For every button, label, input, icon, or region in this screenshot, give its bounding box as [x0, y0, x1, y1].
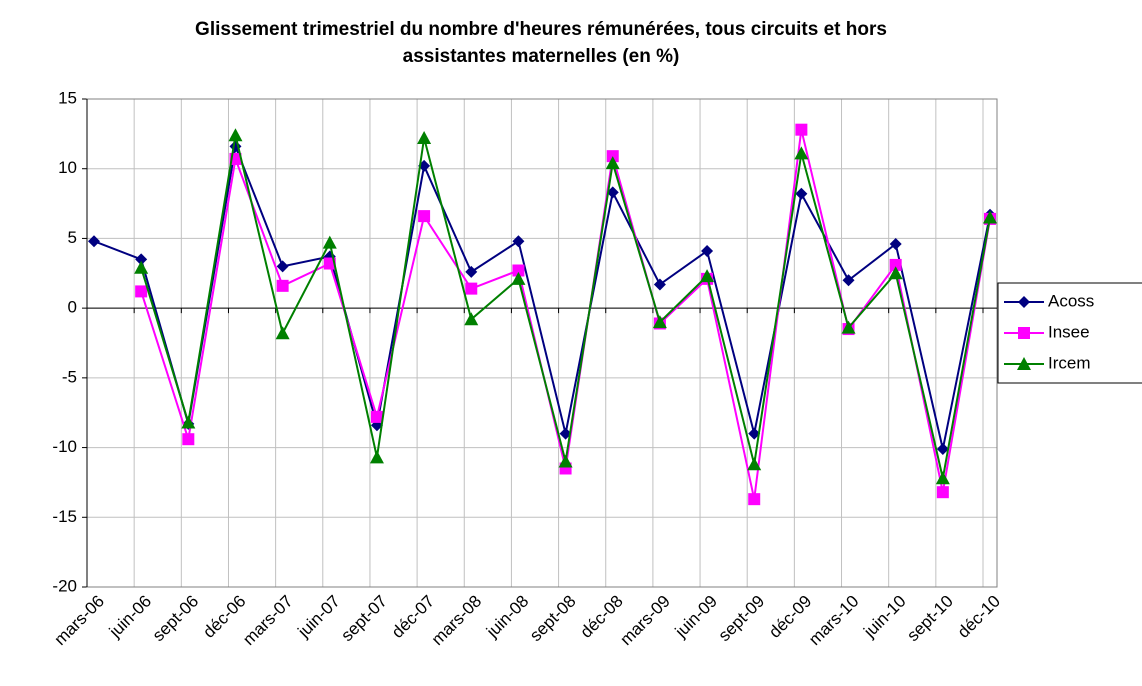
y-tick-label: -15	[52, 507, 77, 526]
point	[936, 442, 949, 455]
point	[888, 266, 903, 280]
x-tick-label: sept-08	[526, 592, 580, 646]
y-tick-label: 15	[58, 88, 77, 107]
plot-area	[87, 99, 997, 587]
point	[512, 264, 525, 277]
point	[700, 269, 715, 283]
y-tick-label: 5	[68, 228, 77, 247]
x-tick-label: juin-08	[482, 592, 532, 642]
x-tick-label: déc-10	[954, 592, 1004, 642]
x-tick-label: mars-07	[239, 592, 297, 650]
point	[181, 415, 196, 429]
point	[511, 271, 526, 285]
point	[606, 186, 619, 199]
legend-label: Acoss	[1048, 291, 1094, 310]
y-tick-label: -10	[52, 437, 77, 456]
point	[418, 210, 431, 223]
point	[558, 454, 573, 468]
point	[795, 123, 808, 136]
x-tick-label: sept-06	[149, 592, 203, 646]
x-tick-label: sept-07	[337, 592, 391, 646]
x-tick-label: juin-09	[671, 592, 721, 642]
point	[794, 146, 809, 160]
x-tick-label: juin-06	[105, 592, 155, 642]
point	[935, 471, 950, 485]
point	[322, 235, 337, 249]
point	[748, 493, 761, 506]
point	[841, 320, 856, 334]
point	[889, 238, 902, 251]
point	[653, 278, 666, 291]
y-tick-label: 0	[68, 298, 77, 317]
legend-label: Ircem	[1048, 353, 1091, 372]
legend-marker	[1018, 296, 1030, 308]
x-tick-label: sept-09	[715, 592, 769, 646]
point	[276, 279, 289, 292]
point	[464, 312, 479, 326]
point	[701, 244, 714, 257]
point	[370, 410, 383, 423]
point	[747, 457, 762, 471]
legend-marker	[1017, 357, 1031, 370]
x-tick-label: mars-10	[805, 592, 863, 650]
point	[465, 282, 478, 295]
point	[135, 253, 148, 266]
point	[134, 260, 149, 274]
legend-label: Insee	[1048, 322, 1090, 341]
x-tick-label: mars-09	[616, 592, 674, 650]
y-tick-label: -5	[62, 367, 77, 386]
y-tick-label: 10	[58, 158, 77, 177]
point	[512, 235, 525, 248]
chart-title: Glissement trimestriel du nombre d'heure…	[195, 19, 887, 67]
point	[795, 187, 808, 200]
point	[889, 258, 902, 271]
point	[135, 285, 148, 298]
point	[748, 427, 761, 440]
x-tick-label: mars-06	[50, 592, 108, 650]
point	[369, 450, 384, 464]
x-tick-label: juin-10	[859, 592, 909, 642]
point	[228, 128, 243, 142]
point	[88, 235, 100, 248]
x-tick-label: mars-08	[428, 592, 486, 650]
point	[983, 210, 997, 224]
point	[276, 260, 289, 273]
legend-marker	[1018, 327, 1030, 339]
x-tick-label: sept-10	[903, 592, 957, 646]
point	[652, 315, 667, 329]
x-tick-label: juin-07	[294, 592, 344, 642]
point	[465, 265, 478, 278]
point	[605, 156, 620, 170]
point	[936, 486, 949, 499]
y-tick-label: -20	[52, 576, 77, 595]
point	[275, 326, 290, 340]
point	[182, 433, 195, 446]
point	[417, 131, 432, 145]
series	[134, 128, 997, 485]
point	[842, 274, 855, 287]
